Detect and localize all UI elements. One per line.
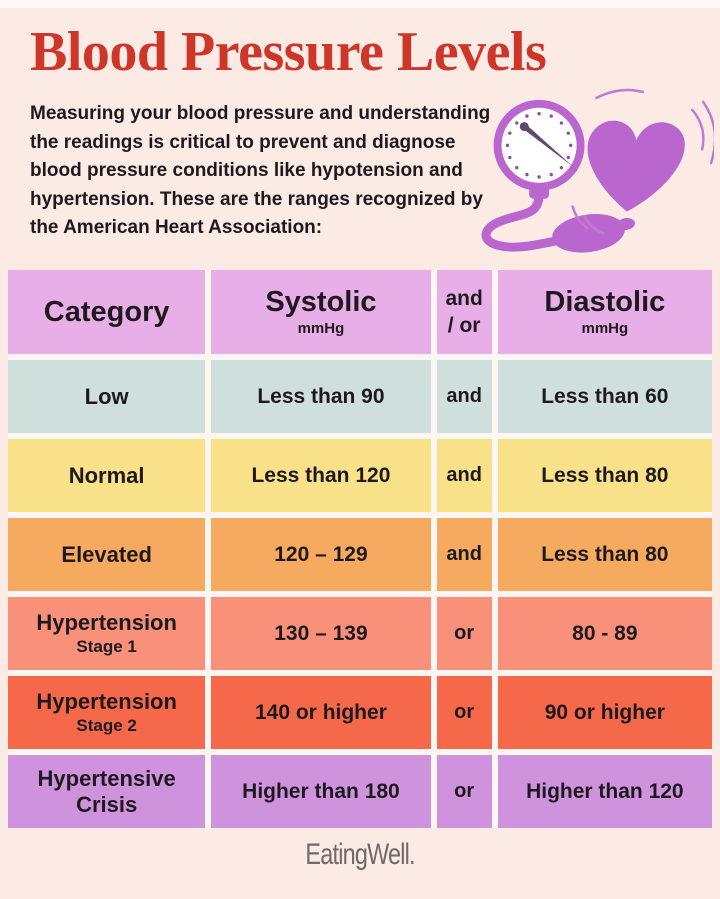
row-elevated-category: Elevated bbox=[8, 518, 206, 591]
row-normal-category: Normal bbox=[8, 439, 206, 512]
row-stage2-category: Hypertension Stage 2 bbox=[8, 676, 206, 749]
category-label: Low bbox=[84, 383, 129, 409]
diastolic-value: 90 or higher bbox=[544, 700, 665, 724]
diastolic-value: Higher than 120 bbox=[526, 779, 684, 803]
connector-value: or bbox=[454, 701, 475, 723]
top-border-strip bbox=[0, 0, 720, 8]
row-low-category: Low bbox=[8, 360, 206, 433]
row-normal-systolic: Less than 120 bbox=[211, 439, 431, 512]
connector-value: and bbox=[446, 543, 482, 565]
row-low-connector: and bbox=[436, 360, 492, 433]
row-low-diastolic: Less than 60 bbox=[497, 360, 712, 433]
systolic-value: Higher than 180 bbox=[242, 779, 400, 803]
connector-value: or bbox=[454, 780, 475, 802]
category-label: Hypertension bbox=[36, 610, 177, 636]
intro-text: Measuring your blood pressure and unders… bbox=[30, 103, 491, 238]
row-crisis-category: Hypertensive Crisis bbox=[8, 755, 206, 828]
category-label: Hypertension bbox=[36, 689, 177, 715]
category-label: Hypertensive Crisis bbox=[37, 765, 176, 817]
header-category-label: Category bbox=[43, 295, 170, 328]
diastolic-value: Less than 80 bbox=[541, 542, 669, 566]
header-connector-line2: / or bbox=[447, 314, 481, 337]
row-stage2-diastolic: 90 or higher bbox=[497, 676, 712, 749]
row-normal-connector: and bbox=[436, 439, 492, 512]
row-stage1-category: Hypertension Stage 1 bbox=[8, 597, 206, 670]
row-crisis-systolic: Higher than 180 bbox=[211, 755, 431, 828]
connector-value: or bbox=[454, 622, 475, 644]
col-header-diastolic: Diastolic mmHg bbox=[497, 270, 712, 354]
row-low-systolic: Less than 90 bbox=[211, 360, 431, 433]
systolic-value: Less than 90 bbox=[257, 384, 385, 408]
diastolic-value: Less than 60 bbox=[541, 384, 669, 408]
blood-pressure-monitor-heart-illustration bbox=[462, 84, 717, 264]
category-sublabel: Stage 2 bbox=[76, 715, 137, 735]
col-header-connector: and / or bbox=[436, 270, 492, 354]
systolic-value: 140 or higher bbox=[254, 700, 387, 724]
connector-value: and bbox=[446, 464, 482, 486]
row-stage1-systolic: 130 – 139 bbox=[211, 597, 431, 670]
row-crisis-connector: or bbox=[436, 755, 492, 828]
connector-value: and bbox=[446, 385, 482, 407]
category-sublabel: Stage 1 bbox=[76, 636, 137, 656]
footer: EatingWell. bbox=[0, 838, 720, 872]
row-stage2-connector: or bbox=[436, 676, 492, 749]
row-elevated-diastolic: Less than 80 bbox=[497, 518, 712, 591]
page-title: Blood Pressure Levels bbox=[30, 21, 547, 83]
systolic-value: 120 – 129 bbox=[274, 542, 368, 566]
systolic-value: 130 – 139 bbox=[274, 621, 368, 645]
category-label: Elevated bbox=[61, 541, 152, 567]
row-crisis-diastolic: Higher than 120 bbox=[497, 755, 712, 828]
row-stage1-diastolic: 80 - 89 bbox=[497, 597, 712, 670]
row-normal-diastolic: Less than 80 bbox=[497, 439, 712, 512]
row-stage2-systolic: 140 or higher bbox=[211, 676, 431, 749]
col-header-systolic: Systolic mmHg bbox=[211, 270, 431, 354]
header-systolic-label: Systolic bbox=[265, 286, 377, 319]
gauge-and-heart-icon bbox=[481, 88, 717, 253]
header-diastolic-unit: mmHg bbox=[581, 319, 629, 337]
col-header-category: Category bbox=[8, 270, 206, 354]
eatingwell-logo: EatingWell. bbox=[305, 838, 415, 871]
row-elevated-systolic: 120 – 129 bbox=[211, 518, 431, 591]
row-elevated-connector: and bbox=[436, 518, 492, 591]
diastolic-value: 80 - 89 bbox=[572, 621, 638, 645]
bp-levels-table: Category Systolic mmHg and / or Diastoli… bbox=[8, 270, 712, 828]
header-connector-line1: and bbox=[445, 286, 483, 310]
header-diastolic-label: Diastolic bbox=[544, 286, 666, 319]
systolic-value: Less than 120 bbox=[251, 463, 391, 487]
category-label: Normal bbox=[68, 462, 145, 488]
diastolic-value: Less than 80 bbox=[541, 463, 669, 487]
row-stage1-connector: or bbox=[436, 597, 492, 670]
header-systolic-unit: mmHg bbox=[297, 319, 345, 337]
